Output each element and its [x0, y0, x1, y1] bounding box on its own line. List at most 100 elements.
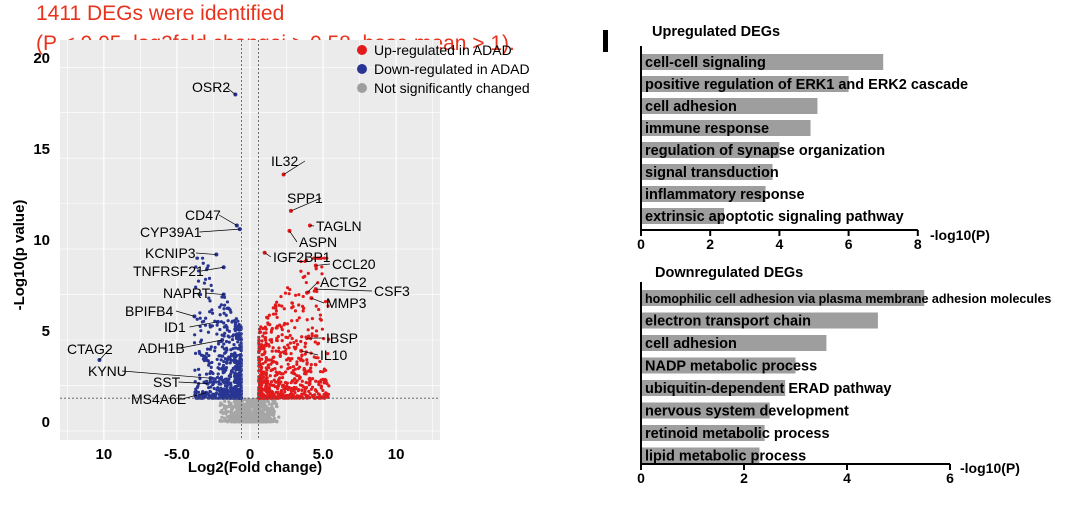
- ns-point: [265, 414, 270, 418]
- down-point: [222, 321, 226, 325]
- down-point: [239, 376, 243, 381]
- ns-point: [254, 420, 258, 424]
- go-bar: [641, 208, 725, 224]
- gene-label-bpifb4: BPIFB4: [125, 303, 173, 319]
- ns-point: [261, 408, 265, 412]
- up-point: [310, 377, 315, 381]
- up-point: [288, 341, 292, 345]
- go-bar: [641, 54, 884, 70]
- up-point: [274, 370, 278, 374]
- up-point: [320, 265, 324, 269]
- down-point: [229, 310, 233, 314]
- down-point: [210, 360, 214, 365]
- down-point: [206, 330, 211, 334]
- down-point: [224, 313, 228, 317]
- down-point: [233, 328, 237, 333]
- up-point: [280, 338, 284, 343]
- up-point: [293, 326, 297, 330]
- down-point: [239, 342, 243, 347]
- up-point: [305, 358, 309, 362]
- up-point: [300, 353, 304, 358]
- down-point: [237, 331, 241, 336]
- up-point: [268, 374, 272, 378]
- up-point: [320, 327, 325, 331]
- up-point: [319, 385, 324, 389]
- down-point: [228, 375, 233, 379]
- ns-point: [275, 420, 279, 424]
- down-point: [200, 256, 205, 260]
- down-point: [221, 354, 225, 358]
- x-tick-label: 10: [388, 446, 405, 463]
- gene-label-ibsp: IBSP: [326, 330, 358, 346]
- down-point: [229, 353, 233, 358]
- down-point: [233, 380, 237, 385]
- up-point: [326, 304, 330, 308]
- down-point: [225, 388, 230, 392]
- up-point: [286, 286, 290, 290]
- up-point: [261, 370, 265, 374]
- up-point: [279, 294, 283, 299]
- up-point: [303, 274, 307, 278]
- down-point: [234, 317, 238, 321]
- go-bars: cell-cell signaling positive regulation o…: [641, 54, 968, 225]
- ns-point: [224, 412, 228, 416]
- up-point: [261, 334, 265, 338]
- down-point: [215, 323, 219, 327]
- up-point: [296, 388, 300, 393]
- up-point: [297, 356, 301, 360]
- go-bar: [641, 357, 796, 374]
- ns-point: [247, 412, 251, 416]
- down-point: [210, 324, 215, 328]
- legend-marker: [357, 45, 367, 55]
- y-tick-label: 20: [33, 50, 50, 67]
- down-point: [228, 356, 232, 360]
- down-point: [193, 333, 197, 337]
- down-point: [196, 367, 201, 371]
- up-point: [289, 389, 294, 393]
- down-point: [196, 279, 201, 283]
- down-point: [204, 372, 209, 376]
- down-point: [198, 311, 202, 315]
- ns-point: [242, 397, 246, 401]
- up-point: [299, 269, 303, 273]
- up-point: [284, 352, 288, 356]
- down-point: [208, 390, 212, 394]
- go-bars: homophilic cell adhesion via plasma memb…: [641, 290, 1051, 465]
- up-point: [274, 309, 279, 313]
- gene-leader-line: [189, 321, 218, 328]
- down-point: [198, 316, 202, 320]
- up-point: [303, 386, 307, 390]
- up-point: [322, 337, 326, 341]
- ns-point: [222, 404, 227, 408]
- down-point: [233, 346, 238, 350]
- gene-leader-line: [289, 230, 298, 243]
- down-point: [217, 382, 221, 386]
- up-point: [285, 384, 289, 388]
- ns-point: [248, 409, 253, 413]
- ns-point: [247, 404, 251, 409]
- ns-point: [238, 410, 242, 414]
- up-point: [288, 287, 292, 292]
- up-point: [260, 365, 264, 370]
- down-point: [201, 354, 205, 358]
- down-point: [239, 364, 243, 368]
- down-point: [218, 313, 222, 317]
- gene-leader-line: [175, 310, 195, 317]
- up-point: [290, 306, 294, 310]
- down-point: [205, 347, 210, 351]
- down-point: [222, 307, 226, 311]
- up-point: [276, 380, 280, 384]
- down-point: [193, 368, 197, 372]
- x-axis-title: Log2(Fold change): [188, 459, 322, 476]
- ns-point: [236, 414, 240, 419]
- up-point: [300, 388, 304, 392]
- down-point: [224, 339, 229, 344]
- ns-point: [260, 419, 265, 423]
- ns-point: [259, 399, 263, 403]
- up-point: [307, 389, 311, 393]
- down-point: [229, 372, 233, 376]
- go-upregulated-chart: Upregulated DEGs cell-cell signaling posit…: [637, 24, 990, 252]
- go-x-tick-label: 4: [843, 470, 851, 486]
- down-point: [204, 356, 208, 360]
